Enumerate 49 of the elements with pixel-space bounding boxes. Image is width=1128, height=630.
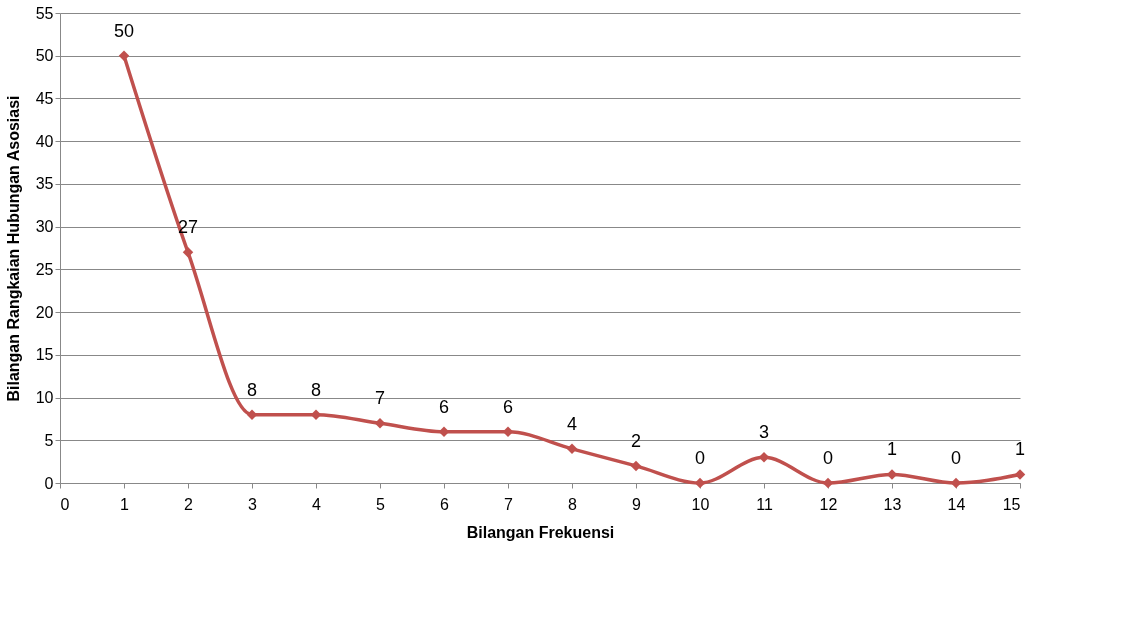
data-label: 50 (113, 20, 135, 41)
x-tick-label: 2 (184, 495, 194, 513)
data-label: 6 (502, 396, 514, 417)
data-label: 8 (310, 379, 322, 400)
y-tick-label: 40 (35, 132, 54, 150)
point (630, 460, 642, 472)
x-tick-label: 4 (312, 495, 322, 513)
point (182, 247, 194, 258)
y-tick-label: 5 (44, 431, 54, 449)
y-tick-label: 55 (35, 4, 54, 22)
y-tick-label: 25 (35, 260, 54, 278)
y-tick-label: 15 (35, 346, 54, 364)
point (566, 443, 578, 455)
x-tick-label: 7 (504, 495, 514, 513)
x-tick-label: 8 (568, 495, 578, 513)
data-label: 1 (886, 439, 898, 460)
x-tick-label: 0 (60, 495, 70, 513)
x-tick-label: 1 (120, 495, 130, 513)
x-tick-label: 14 (947, 495, 966, 513)
y-tick-label: 30 (35, 218, 54, 236)
x-tick-label: 5 (376, 495, 386, 513)
data-label: 0 (822, 448, 834, 468)
x-tick-label: 15 (1002, 495, 1021, 513)
x-tick-label: 6 (440, 495, 450, 513)
y-axis-title: Bilangan Rangkaian Hubungan Asosiasi (4, 95, 22, 402)
x-axis-title: Bilangan Frekuensi (466, 523, 615, 541)
y-tick-label: 10 (35, 389, 54, 407)
data-label: 0 (694, 448, 706, 468)
x-tick-label: 13 (883, 495, 902, 513)
x-tick-label: 3 (248, 495, 258, 513)
data-label: 7 (374, 388, 386, 409)
point (1014, 469, 1026, 480)
y-tick-label: 0 (44, 474, 54, 492)
y-tick-label: 20 (35, 303, 54, 321)
data-label: 4 (566, 413, 578, 434)
y-tick-label: 50 (35, 47, 54, 65)
point (118, 50, 130, 61)
x-tick-label: 12 (819, 495, 838, 513)
data-label: 1 (1014, 439, 1026, 460)
x-tick-label: 9 (632, 495, 642, 513)
data-label: 8 (246, 379, 258, 400)
data-label: 6 (438, 396, 450, 417)
y-tick-label: 45 (35, 89, 54, 107)
y-tick-label: 35 (35, 175, 54, 193)
data-label: 0 (950, 448, 962, 468)
data-label: 2 (630, 430, 642, 451)
x-tick-label: 10 (691, 495, 710, 513)
data-label: 3 (758, 422, 770, 443)
x-tick-label: 11 (756, 495, 773, 513)
